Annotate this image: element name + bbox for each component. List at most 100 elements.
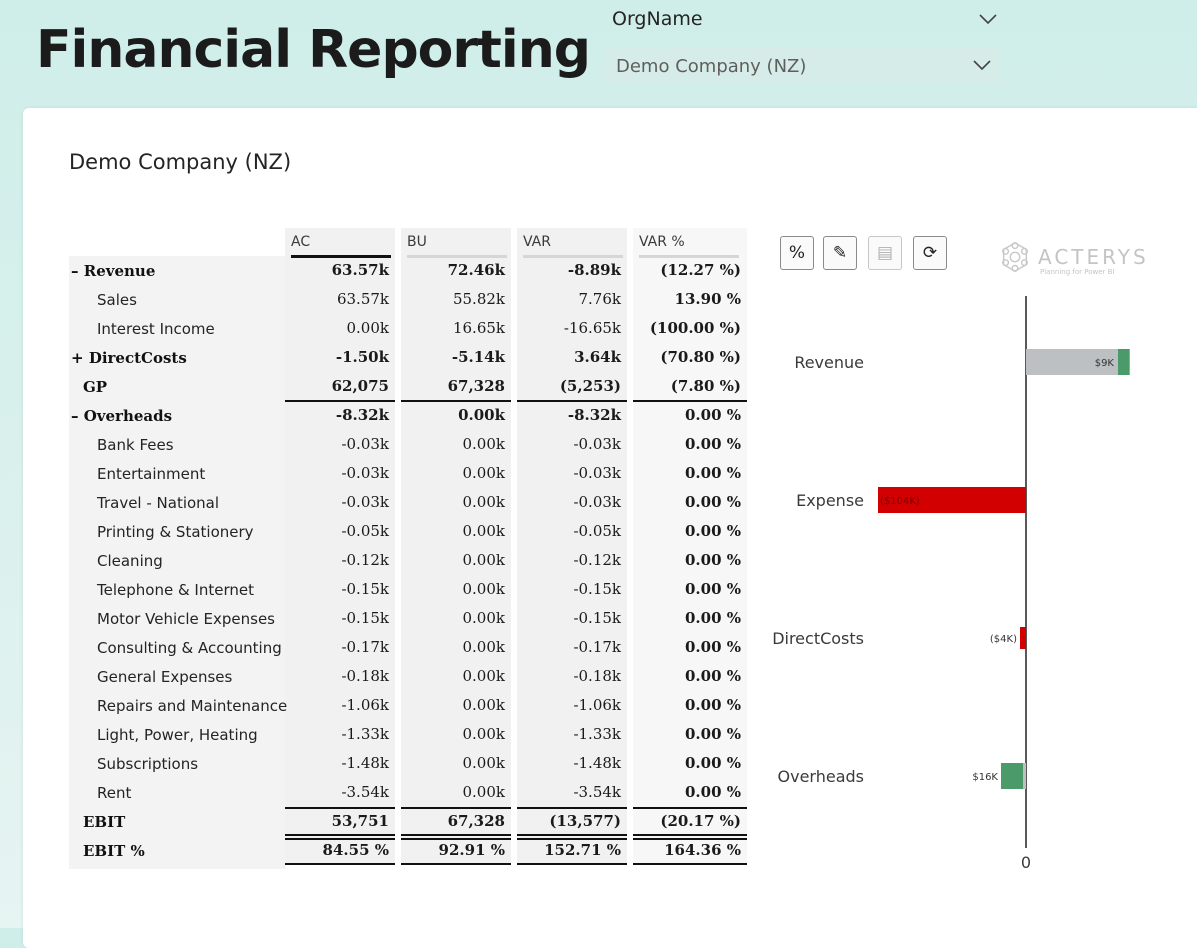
table-cell-var: 152.71 % (544, 841, 621, 859)
table-cell-varpct: 0.00 % (684, 522, 741, 540)
org-dropdown[interactable]: Demo Company (NZ) (606, 48, 1000, 84)
table-cell-bu: 0.00k (462, 754, 506, 772)
total-double-rule (633, 834, 747, 836)
page-title: Financial Reporting (36, 20, 591, 80)
bar-base (1023, 763, 1026, 789)
table-row: Light, Power, Heating -1.33k 0.00k -1.33k 0.… (69, 720, 753, 749)
row-label-text: Cleaning (97, 552, 163, 570)
save-button[interactable]: ▤ (868, 236, 902, 270)
column-header[interactable]: BU (407, 234, 427, 250)
table-row: Interest Income 0.00k 16.65k -16.65k (100.00… (69, 314, 753, 343)
category-label: Revenue (794, 353, 864, 372)
bar-expense[interactable] (878, 487, 1026, 513)
bar-base (1026, 349, 1118, 375)
table-cell-varpct: (20.17 %) (660, 812, 741, 830)
table-cell-bu: -5.14k (451, 348, 505, 366)
row-label: Bank Fees (97, 436, 174, 454)
row-label-text: Overheads (83, 407, 173, 425)
table-cell-ac: -0.12k (341, 551, 389, 569)
table-cell-var: -0.05k (573, 522, 621, 540)
slicer-title: OrgName (612, 8, 703, 30)
table-cell-ac: -0.17k (341, 638, 389, 656)
table-row: Travel - National -0.03k 0.00k -0.03k 0.00 % (69, 488, 753, 517)
collapse-toggle[interactable]: – (71, 262, 79, 280)
percent-button[interactable]: % (780, 236, 814, 270)
row-label-text: EBIT (83, 813, 126, 831)
bar-overheads[interactable] (1001, 763, 1023, 789)
column-background (633, 228, 747, 863)
table-cell-var: -0.15k (573, 580, 621, 598)
row-label-text: Sales (97, 291, 137, 309)
edit-button[interactable]: ✎ (823, 236, 857, 270)
row-label: Light, Power, Heating (97, 726, 258, 744)
table-cell-ac: -0.03k (341, 493, 389, 511)
logo-text: ACTERYS (1038, 245, 1149, 269)
table-cell-bu: 0.00k (462, 435, 506, 453)
column-header[interactable]: VAR % (639, 234, 685, 250)
pencil-icon: ✎ (832, 243, 848, 263)
row-label-text: DirectCosts (88, 349, 187, 367)
chevron-down-icon[interactable] (972, 58, 992, 72)
table-cell-var: -8.89k (567, 261, 621, 279)
table-cell-var: -1.48k (573, 754, 621, 772)
row-label: Subscriptions (97, 755, 198, 773)
column-background (285, 228, 395, 863)
refresh-button[interactable]: ⟳ (913, 236, 947, 270)
table-cell-ac: -0.03k (341, 435, 389, 453)
row-label[interactable]: + DirectCosts (71, 349, 187, 367)
column-header-underline (291, 255, 391, 258)
refresh-icon: ⟳ (922, 243, 938, 263)
table-cell-varpct: (12.27 %) (660, 261, 741, 279)
table-row: Subscriptions -1.48k 0.00k -1.48k 0.00 % (69, 749, 753, 778)
row-label[interactable]: – Overheads (71, 407, 172, 425)
collapse-toggle[interactable]: – (71, 407, 79, 425)
table-cell-bu: 67,328 (447, 377, 505, 395)
table-cell-var: -3.54k (573, 783, 621, 801)
table-row: Repairs and Maintenance -1.06k 0.00k -1.06k… (69, 691, 753, 720)
column-header-underline (639, 255, 739, 258)
table-cell-ac: -3.54k (341, 783, 389, 801)
expand-toggle[interactable]: + (71, 349, 84, 367)
table-row: Bank Fees -0.03k 0.00k -0.03k 0.00 % (69, 430, 753, 459)
table-cell-varpct: 0.00 % (684, 696, 741, 714)
table-row: Telephone & Internet -0.15k 0.00k -0.15k 0.0… (69, 575, 753, 604)
row-label-text: GP (83, 378, 108, 396)
table-cell-var: (5,253) (559, 377, 621, 395)
table-cell-bu: 92.91 % (438, 841, 505, 859)
bar-directcosts[interactable] (1020, 627, 1026, 649)
row-label-text: Printing & Stationery (97, 523, 254, 541)
table-cell-bu: 67,328 (447, 812, 505, 830)
table-cell-bu: 55.82k (452, 290, 505, 308)
table-cell-varpct: 0.00 % (684, 783, 741, 801)
total-double-rule (633, 838, 747, 840)
row-label-text: Rent (97, 784, 132, 802)
bottom-rule (517, 863, 627, 865)
table-row: EBIT % 84.55 % 92.91 % 152.71 % 164.36 % (69, 836, 753, 865)
table-cell-ac: -1.48k (341, 754, 389, 772)
table-cell-ac: -1.33k (341, 725, 389, 743)
table-row: Rent -3.54k 0.00k -3.54k 0.00 % (69, 778, 753, 807)
column-header[interactable]: VAR (523, 234, 551, 250)
table-cell-ac: -0.05k (341, 522, 389, 540)
table-cell-ac: -0.15k (341, 609, 389, 627)
table-cell-var: -16.65k (563, 319, 621, 337)
table-cell-ac: 53,751 (331, 812, 389, 830)
table-cell-ac: 63.57k (331, 261, 389, 279)
column-header[interactable]: AC (291, 234, 311, 250)
table-cell-bu: 0.00k (462, 783, 506, 801)
table-row: – Overheads -8.32k 0.00k -8.32k 0.00 % (69, 401, 753, 430)
total-double-rule (517, 834, 627, 836)
table-cell-bu: 0.00k (462, 609, 506, 627)
bar-revenue[interactable] (1118, 349, 1130, 375)
table-cell-var: -0.18k (573, 667, 621, 685)
subtotal-rule (517, 400, 627, 402)
table-row: Printing & Stationery -0.05k 0.00k -0.05k 0.… (69, 517, 753, 546)
table-cell-bu: 16.65k (452, 319, 505, 337)
table-cell-ac: 0.00k (346, 319, 390, 337)
table-cell-var: -0.03k (573, 435, 621, 453)
row-label[interactable]: – Revenue (71, 262, 155, 280)
row-label: Interest Income (97, 320, 215, 338)
row-label: Consulting & Accounting (97, 639, 282, 657)
chevron-down-icon[interactable] (978, 12, 998, 26)
subtotal-rule (633, 807, 747, 809)
